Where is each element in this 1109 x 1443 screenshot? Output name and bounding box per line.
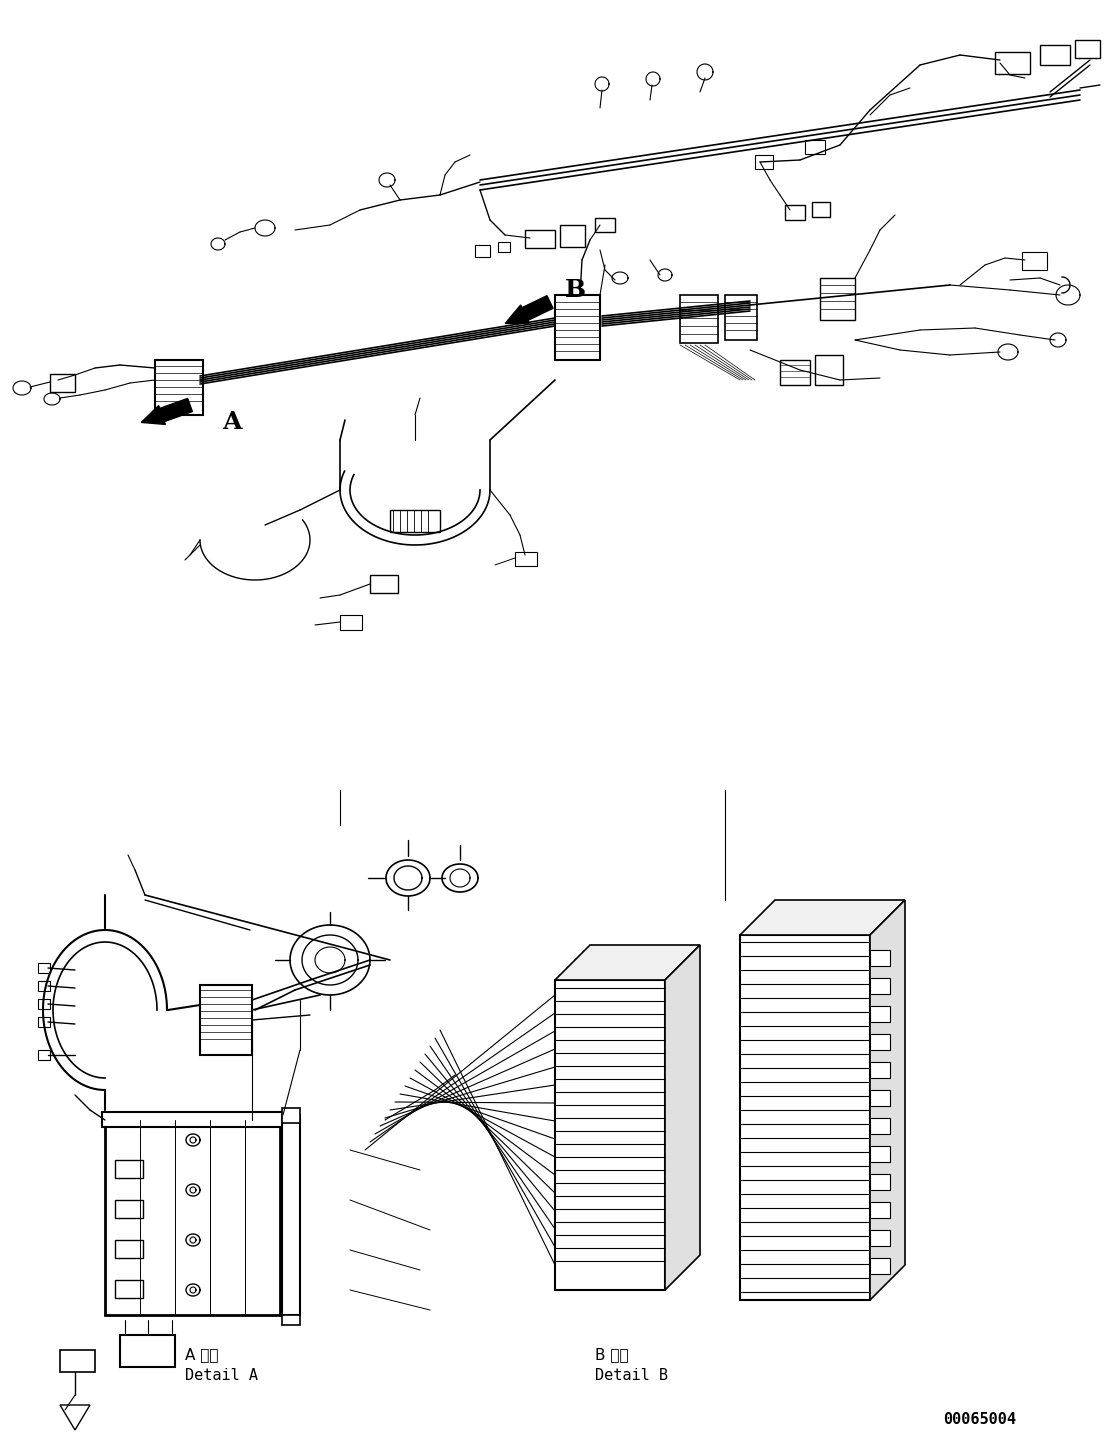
Bar (498, 242, 510, 253)
Bar (38, 1017, 50, 1027)
Polygon shape (665, 945, 700, 1290)
Bar (554, 294, 600, 359)
Bar (780, 359, 810, 385)
Bar (596, 218, 615, 232)
Bar (38, 999, 50, 1009)
Bar (1040, 45, 1070, 65)
Bar (475, 245, 490, 257)
Bar (120, 1335, 175, 1367)
Polygon shape (740, 935, 869, 1300)
Bar (869, 1035, 891, 1051)
Text: 00065004: 00065004 (944, 1413, 1017, 1427)
Text: A: A (222, 410, 242, 434)
Bar (155, 359, 203, 416)
Bar (755, 154, 773, 169)
Bar (115, 1201, 143, 1218)
Bar (869, 949, 891, 965)
Bar (1022, 253, 1047, 270)
Bar (115, 1280, 143, 1299)
Bar (869, 1118, 891, 1134)
Text: A 詳細: A 詳細 (185, 1348, 218, 1362)
Bar (102, 1113, 283, 1127)
Bar (115, 1160, 143, 1177)
Text: Detail B: Detail B (596, 1368, 668, 1382)
Text: B 詳細: B 詳細 (596, 1348, 629, 1362)
Bar (200, 986, 252, 1055)
Bar (869, 1062, 891, 1078)
Bar (869, 1229, 891, 1245)
Text: Detail A: Detail A (185, 1368, 258, 1382)
Bar (680, 294, 718, 343)
Bar (869, 1146, 891, 1162)
Bar (370, 574, 398, 593)
Bar (820, 278, 855, 320)
FancyArrow shape (506, 296, 553, 323)
Bar (105, 1120, 279, 1315)
Bar (38, 962, 50, 973)
Bar (282, 1108, 301, 1123)
Text: B: B (564, 278, 587, 302)
Polygon shape (740, 900, 905, 935)
Bar (38, 1051, 50, 1061)
Bar (995, 52, 1030, 74)
Bar (115, 1240, 143, 1258)
Bar (515, 553, 537, 566)
Polygon shape (869, 900, 905, 1300)
Bar (50, 374, 75, 392)
Bar (725, 294, 757, 341)
Bar (869, 1175, 891, 1190)
Bar (869, 1089, 891, 1105)
Bar (38, 981, 50, 991)
Bar (340, 615, 362, 631)
Bar (525, 229, 554, 248)
Bar (812, 202, 830, 216)
Bar (869, 978, 891, 994)
Bar (785, 205, 805, 219)
Bar (554, 980, 665, 1290)
Bar (869, 1202, 891, 1218)
Bar (805, 140, 825, 154)
Bar (560, 225, 586, 247)
Bar (869, 1006, 891, 1022)
Bar (60, 1351, 95, 1372)
Bar (282, 1315, 301, 1325)
Bar (1075, 40, 1100, 58)
Bar (869, 1258, 891, 1274)
FancyArrow shape (141, 398, 192, 424)
Bar (282, 1115, 301, 1315)
Bar (815, 355, 843, 385)
Bar (390, 509, 440, 532)
Polygon shape (60, 1405, 90, 1430)
Polygon shape (554, 945, 700, 980)
